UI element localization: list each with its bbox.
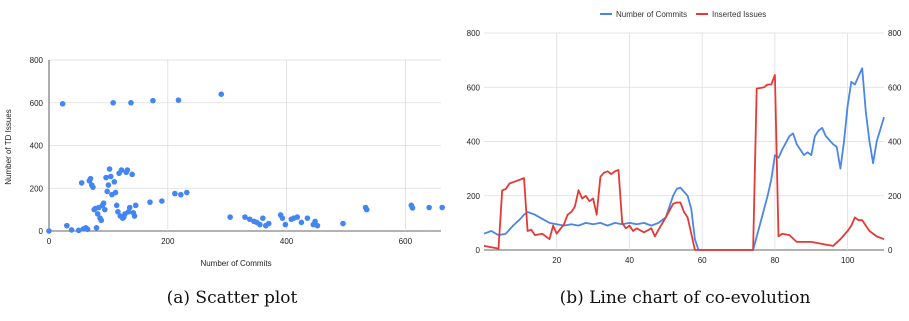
scatter-point (98, 217, 105, 224)
scatter-point (100, 200, 107, 207)
scatter-point (426, 204, 432, 211)
scatter-point (125, 208, 132, 215)
scatter-point (314, 222, 321, 229)
scatter-point (113, 202, 120, 209)
scatter-point (439, 204, 445, 211)
scatter-point (260, 215, 266, 221)
scatter-point (282, 221, 289, 228)
scatter-point (112, 189, 119, 196)
line-y-tick-label: 600 (467, 83, 481, 92)
line-y-tick-label: 0 (476, 246, 481, 255)
line-grid (484, 32, 884, 251)
scatter-point (265, 220, 272, 227)
scatter-point (257, 221, 263, 228)
scatter-x-axis-label: Number of Commits (200, 259, 271, 268)
scatter-point (93, 224, 100, 231)
series-line-inserted-issues (483, 74, 885, 251)
scatter-point (105, 182, 112, 188)
scatter-point (87, 175, 94, 182)
scatter-point (110, 99, 116, 106)
scatter-point (363, 206, 370, 213)
scatter-point (124, 167, 131, 173)
scatter-y-tick-label: 0 (39, 227, 44, 236)
scatter-point (111, 179, 118, 185)
scatter-point (178, 191, 184, 198)
legend-label-commits: Number of Commits (616, 10, 687, 19)
line-x-tick-label: 20 (552, 256, 561, 265)
scatter-point (115, 208, 121, 215)
scatter-ticks: 0 200 400 600 800 0 200 400 600 (30, 56, 413, 246)
scatter-point (246, 216, 253, 223)
scatter-point (126, 204, 133, 211)
scatter-point (304, 215, 311, 221)
scatter-point (183, 189, 190, 196)
scatter-y-tick-label: 400 (30, 142, 44, 151)
scatter-x-tick-label: 600 (399, 237, 413, 246)
line-chart: Number of Commits Inserted Issues 020040… (467, 10, 902, 265)
scatter-points (46, 91, 445, 234)
scatter-point (159, 198, 165, 204)
scatter-point (129, 171, 135, 178)
scatter-point (131, 213, 138, 219)
scatter-chart: 0 200 400 600 800 0 200 400 600 Number of Commit… (4, 56, 445, 268)
line-x-tick-label: 80 (770, 256, 779, 265)
line-y2-tick-label: 800 (888, 29, 902, 38)
scatter-point (132, 202, 139, 209)
line-y-tick-label: 200 (467, 192, 481, 201)
line-y2-tick-label: 400 (888, 138, 902, 147)
scatter-point (90, 184, 96, 190)
scatter-point (172, 190, 178, 197)
caption-line: (b) Line chart of co-evolution (559, 288, 811, 308)
scatter-point (84, 226, 91, 233)
scatter-point (75, 227, 82, 234)
scatter-point (147, 199, 153, 205)
scatter-y-axis-label: Number of TD Issues (4, 109, 13, 184)
scatter-point (242, 214, 248, 220)
scatter-point (68, 227, 75, 233)
line-y-tick-label: 800 (467, 29, 481, 38)
scatter-point (312, 218, 318, 225)
line-x-tick-label: 60 (698, 256, 707, 265)
scatter-point (175, 97, 182, 103)
scatter-point (409, 205, 416, 211)
scatter-point (106, 166, 113, 172)
scatter-y-tick-label: 200 (30, 184, 44, 193)
scatter-point (59, 101, 66, 107)
scatter-y-tick-label: 800 (30, 56, 44, 65)
scatter-point (102, 206, 108, 213)
caption-scatter: (a) Scatter plot (166, 288, 298, 308)
scatter-point (94, 211, 101, 217)
scatter-point (104, 188, 111, 195)
scatter-point (218, 91, 225, 97)
line-x-tick-label: 40 (625, 256, 634, 265)
line-y2-tick-label: 600 (888, 83, 902, 92)
scatter-point (128, 99, 134, 106)
scatter-point (107, 173, 114, 180)
scatter-point (78, 180, 85, 186)
scatter-x-tick-label: 400 (280, 237, 294, 246)
scatter-point (64, 222, 70, 229)
line-y-tick-label: 400 (467, 138, 481, 147)
scatter-x-tick-label: 0 (47, 237, 52, 246)
scatter-point (340, 220, 346, 227)
scatter-point (150, 97, 156, 104)
scatter-y-tick-label: 600 (30, 99, 44, 108)
scatter-point (279, 215, 286, 221)
line-x-tick-label: 100 (841, 256, 855, 265)
line-y2-tick-label: 200 (888, 192, 902, 201)
scatter-point (118, 167, 125, 173)
series-line-commits (483, 67, 885, 251)
line-series (483, 67, 885, 251)
scatter-point (46, 228, 52, 234)
scatter-point (103, 174, 109, 181)
line-legend: Number of Commits Inserted Issues (600, 10, 766, 19)
scatter-point (298, 219, 305, 226)
scatter-point (294, 214, 301, 220)
line-y2-tick-label: 0 (888, 246, 893, 255)
scatter-x-tick-label: 200 (161, 237, 175, 246)
line-ticks: 0 200 400 600 800 0 200 400 600 800 20 40 60 80 100 (467, 29, 902, 265)
scatter-point (227, 214, 233, 220)
legend-label-issues: Inserted Issues (712, 10, 766, 19)
